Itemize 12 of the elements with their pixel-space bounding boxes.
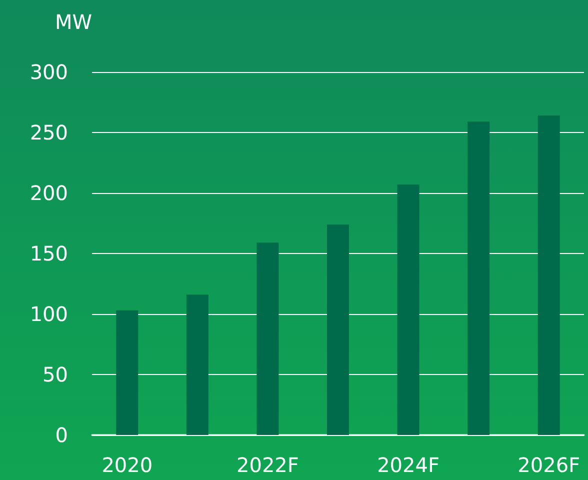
- y-tick-label: 250: [30, 120, 68, 144]
- y-axis-title: MW: [54, 10, 92, 34]
- x-tick-label: 2020: [102, 453, 153, 477]
- y-tick-label: 150: [30, 242, 68, 266]
- y-tick-label: 100: [30, 302, 68, 326]
- x-tick-label: 2022F: [236, 453, 299, 477]
- y-tick-label: 0: [55, 423, 68, 447]
- y-tick-label: 200: [30, 181, 68, 205]
- y-tick-label: 300: [30, 60, 68, 84]
- x-tick-label: 2024F: [377, 453, 440, 477]
- x-tick-label: 2026F: [518, 453, 580, 477]
- y-tick-label: 50: [42, 362, 68, 386]
